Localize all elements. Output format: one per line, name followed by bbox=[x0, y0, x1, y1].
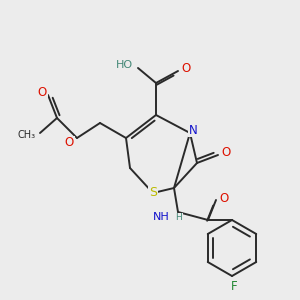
Text: O: O bbox=[38, 85, 46, 98]
Text: O: O bbox=[182, 62, 190, 76]
Text: O: O bbox=[221, 146, 231, 158]
Text: HO: HO bbox=[116, 60, 133, 70]
Text: H: H bbox=[176, 214, 182, 223]
Text: CH₃: CH₃ bbox=[18, 130, 36, 140]
Text: S: S bbox=[149, 187, 157, 200]
Text: F: F bbox=[231, 280, 237, 292]
Text: NH: NH bbox=[153, 212, 170, 222]
Text: O: O bbox=[65, 136, 74, 149]
Text: N: N bbox=[189, 124, 197, 136]
Text: O: O bbox=[219, 191, 229, 205]
